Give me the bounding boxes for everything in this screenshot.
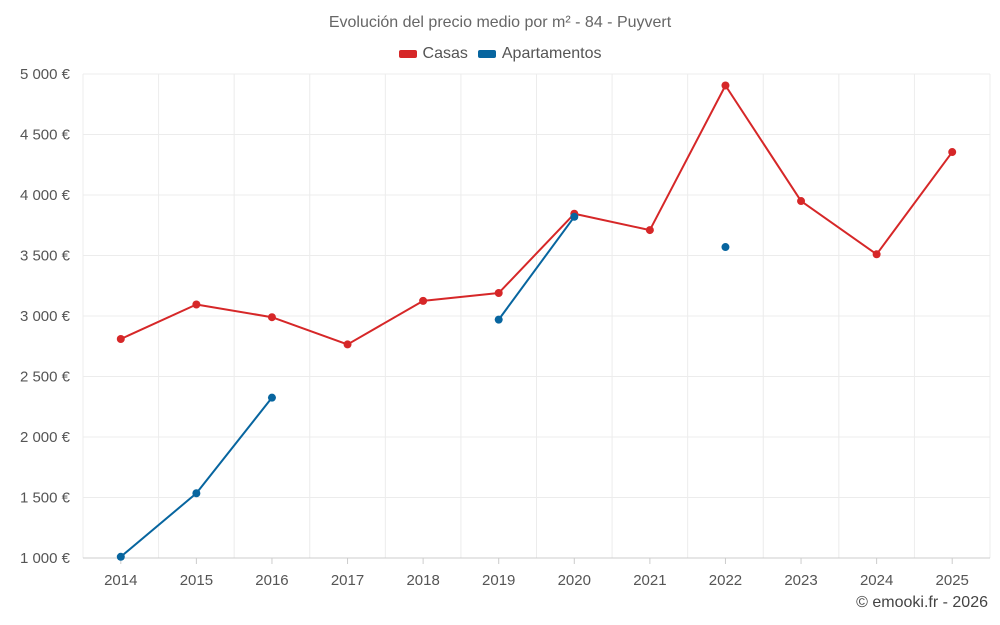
legend-swatch-casas	[398, 50, 417, 58]
data-point-casas	[494, 289, 503, 298]
series-line-apartamentos	[497, 216, 576, 321]
data-point-casas	[116, 334, 125, 343]
x-tick-label: 2020	[558, 572, 591, 589]
x-tick-label: 2017	[331, 572, 364, 589]
data-point-apartamentos	[494, 315, 503, 324]
y-tick-label: 4 500 €	[20, 127, 71, 144]
credit-text: © emooki.fr - 2026	[856, 594, 988, 611]
data-point-apartamentos	[192, 489, 201, 498]
x-tick-label: 2024	[860, 572, 893, 589]
y-tick-label: 4 000 €	[20, 187, 71, 204]
x-tick-label: 2023	[784, 572, 817, 589]
data-point-apartamentos	[267, 393, 276, 402]
legend: Casas Apartamentos	[0, 45, 1000, 63]
x-tick-label: 2019	[482, 572, 515, 589]
y-tick-label: 2 500 €	[20, 369, 71, 386]
data-point-casas	[267, 313, 276, 322]
x-tick-label: 2014	[104, 572, 137, 589]
data-point-apartamentos	[570, 212, 579, 221]
x-tick-label: 2015	[180, 572, 213, 589]
y-tick-label: 3 500 €	[20, 248, 71, 265]
data-point-casas	[872, 250, 881, 259]
data-point-casas	[797, 197, 806, 206]
y-tick-label: 5 000 €	[20, 66, 71, 83]
series-line-apartamentos	[120, 397, 273, 558]
x-tick-label: 2022	[709, 572, 742, 589]
data-point-casas	[343, 340, 352, 349]
y-tick-label: 1 500 €	[20, 490, 71, 507]
data-point-casas	[645, 226, 654, 235]
series-line-casas	[120, 84, 954, 346]
data-point-casas	[192, 300, 201, 309]
data-point-casas	[419, 296, 428, 305]
y-tick-label: 2 000 €	[20, 429, 71, 446]
y-tick-label: 3 000 €	[20, 308, 71, 325]
x-tick-label: 2016	[255, 572, 288, 589]
data-point-casas	[948, 148, 957, 157]
x-tick-label: 2018	[406, 572, 439, 589]
y-tick-label: 1 000 €	[20, 550, 71, 567]
legend-item-casas[interactable]: Casas	[398, 45, 468, 63]
legend-label-casas: Casas	[422, 45, 468, 62]
legend-item-apartamentos[interactable]: Apartamentos	[477, 45, 602, 63]
legend-label-apartamentos: Apartamentos	[501, 45, 602, 62]
legend-swatch-apartamentos	[477, 50, 496, 58]
data-point-apartamentos	[721, 243, 730, 252]
x-tick-label: 2021	[633, 572, 666, 589]
data-point-casas	[721, 81, 730, 90]
data-point-apartamentos	[116, 552, 125, 561]
chart-title: Evolución del precio medio por m² - 84 -…	[328, 14, 672, 31]
x-tick-label: 2025	[936, 572, 969, 589]
